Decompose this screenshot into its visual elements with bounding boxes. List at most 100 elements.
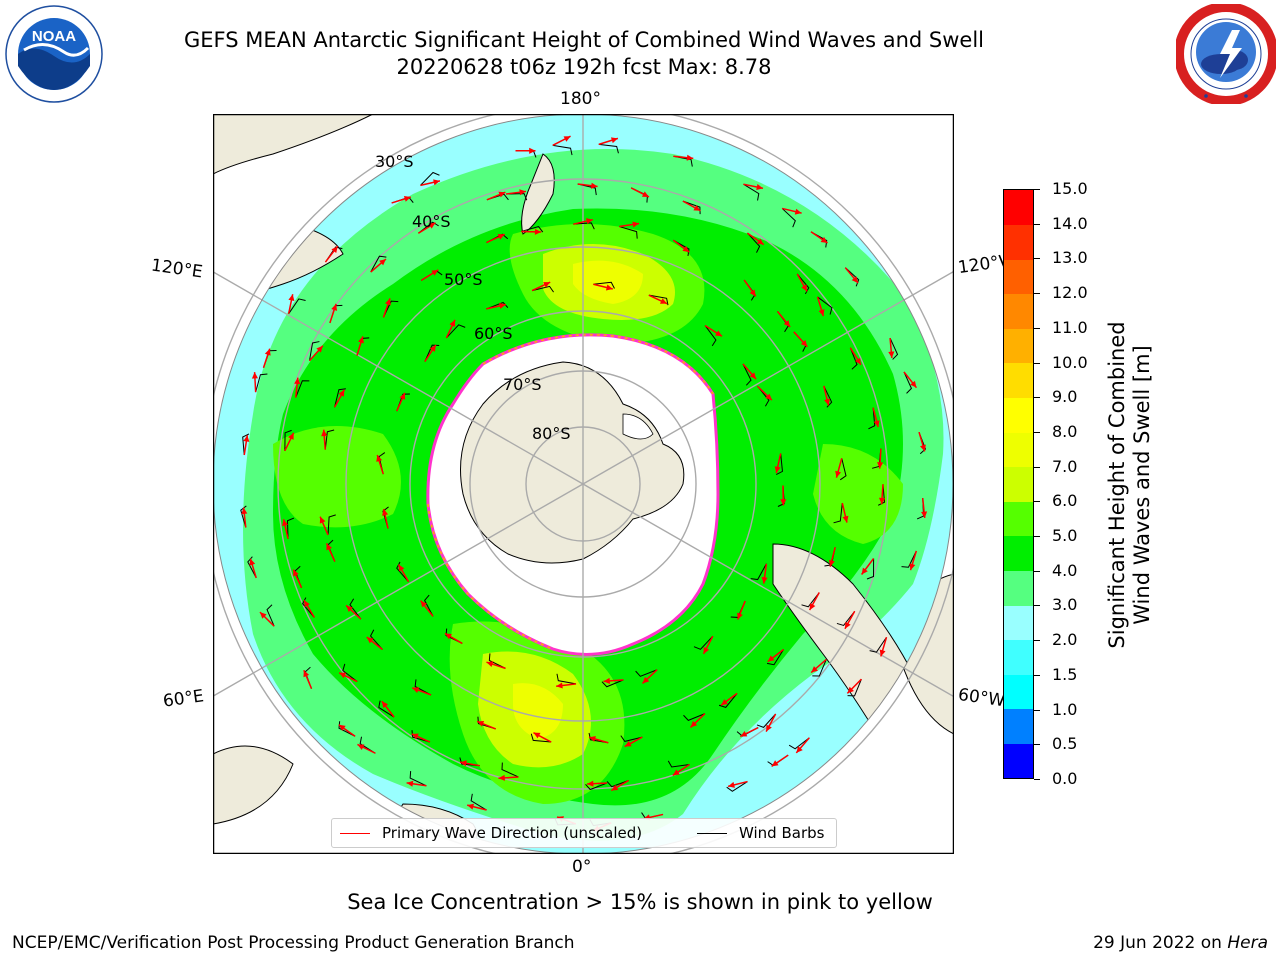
wave-direction-arrowhead bbox=[749, 372, 757, 380]
wave-direction-arrowhead bbox=[632, 221, 640, 228]
colorbar-segment bbox=[1004, 605, 1033, 641]
wave-direction-arrowhead bbox=[603, 677, 610, 684]
wave-direction-arrowhead bbox=[385, 298, 391, 306]
wave-direction-arrowhead bbox=[794, 208, 802, 215]
wind-barb bbox=[501, 762, 519, 778]
wave-direction-arrowhead bbox=[605, 284, 613, 291]
wave-direction-arrowhead bbox=[740, 730, 748, 737]
colorbar-tick-mark bbox=[1034, 570, 1040, 572]
wave-direction-arrowhead bbox=[304, 600, 310, 608]
wave-direction-arrowhead bbox=[534, 228, 542, 235]
wind-barb bbox=[338, 721, 356, 737]
wave-direction-arrowhead bbox=[331, 303, 338, 311]
wave-direction-arrowhead bbox=[715, 330, 723, 337]
colorbar-segment bbox=[1004, 708, 1033, 744]
wave-direction-arrowhead bbox=[589, 736, 596, 742]
wind-barb bbox=[247, 556, 257, 579]
wave-direction-arrowhead bbox=[444, 633, 452, 640]
wave-direction-arrowhead bbox=[801, 284, 808, 292]
wave-direction-arrowhead bbox=[431, 269, 439, 276]
colorbar-tick-mark bbox=[1034, 605, 1040, 607]
colorbar-tick-mark bbox=[1034, 779, 1040, 780]
wave-direction-arrowhead bbox=[783, 320, 791, 327]
wind-barb bbox=[409, 771, 427, 787]
wave-direction-arrowhead bbox=[835, 470, 842, 478]
colorbar-tick-mark bbox=[1034, 258, 1040, 260]
wave-direction-arrowhead bbox=[338, 724, 346, 731]
wind-barb bbox=[868, 407, 876, 430]
wind-barb bbox=[847, 678, 862, 697]
wind-barb bbox=[620, 735, 643, 742]
wave-direction-arrowhead bbox=[587, 780, 594, 787]
wave-direction-arrowhead bbox=[497, 234, 505, 240]
colorbar-tick-label: 1.5 bbox=[1052, 664, 1078, 684]
colorbar-segment bbox=[1004, 362, 1033, 399]
lon-label-120e: 120°E bbox=[149, 255, 204, 283]
wave-direction-arrowhead bbox=[921, 511, 928, 518]
wind-barb bbox=[309, 341, 320, 361]
wind-barb bbox=[573, 222, 595, 230]
wind-barb bbox=[693, 635, 714, 650]
wind-barb bbox=[869, 636, 887, 653]
wind-barb bbox=[598, 143, 619, 154]
wind-barb bbox=[593, 281, 615, 289]
noaa-logo: NOAA bbox=[4, 4, 104, 104]
wind-barb bbox=[288, 298, 306, 315]
wave-direction-arrowhead bbox=[690, 720, 698, 728]
wave-direction-arrowhead bbox=[529, 147, 536, 154]
wave-direction-arrowhead bbox=[498, 774, 505, 781]
wind-barb bbox=[396, 561, 409, 583]
wind-barb bbox=[839, 458, 847, 481]
wind-barb-legend-swatch bbox=[697, 833, 727, 834]
wave-direction-arrowhead bbox=[403, 195, 411, 202]
wind-barb bbox=[817, 296, 833, 315]
wind-barb bbox=[606, 780, 629, 788]
colorbar-segment bbox=[1004, 674, 1033, 710]
wind-barb bbox=[889, 337, 899, 360]
wave-direction-arrowhead bbox=[879, 649, 886, 657]
wind-barb bbox=[844, 267, 860, 287]
colorbar-tick-label: 5.0 bbox=[1052, 526, 1078, 546]
wave-direction-arrowhead bbox=[682, 245, 690, 253]
wave-direction-arrowhead bbox=[241, 507, 248, 515]
wind-barb bbox=[301, 597, 315, 618]
wind-barb bbox=[877, 484, 886, 506]
wave-direction-arrowhead bbox=[767, 655, 775, 662]
lon-label-180: 180° bbox=[560, 89, 601, 109]
wind-barb bbox=[756, 713, 776, 728]
map-legend: Primary Wave Direction (unscaled) Wind B… bbox=[331, 818, 837, 848]
wave-direction-arrowhead bbox=[611, 784, 619, 791]
wave-direction-arrowhead bbox=[420, 600, 427, 608]
colorbar-tick-label: 9.0 bbox=[1052, 387, 1078, 407]
wave-direction-arrowhead bbox=[861, 567, 868, 575]
wave-direction-arrowhead bbox=[358, 336, 364, 344]
wave-direction-arrowhead bbox=[321, 429, 328, 437]
noaa-logo-text: NOAA bbox=[32, 28, 76, 45]
lat-label-40s: 40°S bbox=[412, 212, 451, 231]
wave-direction-arrowhead bbox=[780, 499, 787, 506]
colorbar-label-line1: Significant Height of Combined bbox=[1105, 321, 1129, 649]
wind-barb bbox=[903, 371, 913, 394]
wave-direction-arrowhead bbox=[844, 621, 851, 629]
wave-direction-arrowhead bbox=[429, 344, 436, 352]
wave-direction-arrowhead bbox=[693, 205, 701, 211]
wave-direction-arrowhead bbox=[346, 605, 353, 612]
polar-map-svg bbox=[213, 114, 954, 854]
colorbar-tick-label: 7.0 bbox=[1052, 456, 1078, 476]
colorbar-tick-label: 2.0 bbox=[1052, 630, 1078, 650]
wave-direction-arrowhead bbox=[282, 519, 288, 527]
wave-direction-arrowhead bbox=[326, 543, 332, 551]
wave-direction-arrowhead bbox=[316, 345, 323, 353]
colorbar-tick-label: 13.0 bbox=[1052, 248, 1088, 268]
wave-direction-arrowhead bbox=[888, 351, 895, 358]
wave-direction-arrowhead bbox=[642, 676, 650, 684]
colorbar-segment bbox=[1004, 501, 1033, 537]
wave-direction-arrowhead bbox=[879, 497, 886, 505]
chart-title: GEFS MEAN Antarctic Significant Height o… bbox=[183, 28, 985, 52]
wave-direction-arrowhead bbox=[543, 282, 551, 288]
wave-direction-arrowhead bbox=[303, 670, 310, 678]
lon-label-0: 0° bbox=[572, 857, 592, 877]
wind-barb bbox=[349, 598, 362, 620]
wave-direction-arrowhead bbox=[288, 432, 294, 440]
lat-label-30s: 30°S bbox=[375, 152, 414, 171]
